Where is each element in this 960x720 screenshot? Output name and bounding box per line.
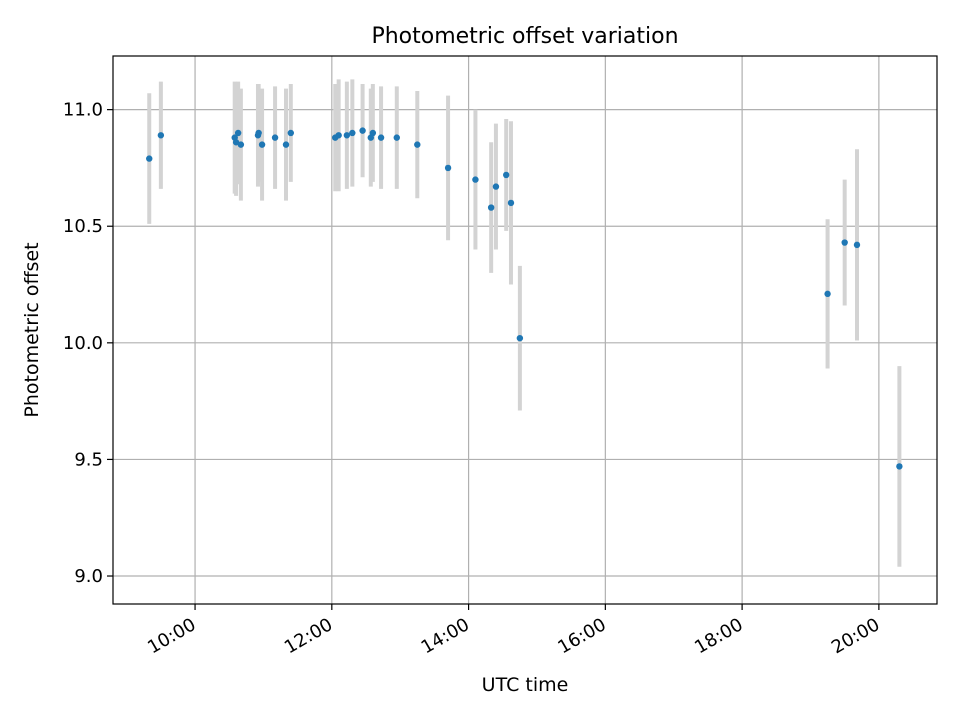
data-point [282, 141, 290, 148]
data-point [472, 176, 479, 183]
y-tick-label: 10.0 [63, 333, 103, 354]
data-point [335, 132, 342, 139]
data-point [287, 129, 294, 137]
y-axis-ticks: 9.0 9.5 10.0 10.5 11.0 [63, 100, 113, 587]
x-tick-label: 18:00 [691, 614, 746, 658]
x-tick-label: 16:00 [554, 614, 609, 658]
y-tick-label: 9.0 [74, 566, 103, 587]
data-point [393, 134, 400, 141]
y-tick-label: 10.5 [63, 216, 103, 237]
data-point [507, 199, 515, 207]
x-tick-label: 20:00 [828, 614, 883, 658]
data-point [841, 239, 848, 246]
data-points [146, 127, 903, 470]
data-point [255, 129, 262, 137]
x-tick-label: 12:00 [281, 614, 336, 658]
data-point [271, 134, 279, 141]
data-point [444, 164, 452, 172]
plot-area-frame [112, 55, 938, 605]
error-bars [147, 79, 902, 567]
data-point [237, 141, 245, 148]
data-point [516, 334, 524, 342]
chart-title: Photometric offset variation [371, 24, 678, 49]
y-tick-label: 11.0 [63, 100, 103, 121]
data-point [232, 139, 240, 146]
data-point [896, 463, 903, 470]
x-axis-ticks: 10:00 12:00 14:00 16:00 18:00 20:00 [144, 604, 883, 658]
x-axis-label: UTC time [482, 674, 569, 696]
data-point [359, 127, 366, 134]
data-point [234, 129, 242, 137]
data-point [157, 132, 165, 139]
data-point [414, 141, 421, 148]
grid [113, 56, 937, 604]
data-point [824, 290, 831, 298]
x-tick-label: 10:00 [144, 614, 199, 658]
data-point [258, 141, 266, 148]
y-tick-label: 9.5 [74, 449, 103, 470]
data-point [349, 129, 356, 137]
data-point [502, 171, 510, 179]
data-point [853, 241, 861, 249]
y-axis-label: Photometric offset [21, 242, 43, 417]
x-tick-label: 14:00 [418, 614, 473, 658]
data-point [487, 204, 495, 211]
data-point [343, 132, 351, 139]
data-point [377, 134, 385, 141]
data-point [146, 155, 153, 162]
data-point [492, 183, 500, 190]
data-point [369, 129, 377, 137]
